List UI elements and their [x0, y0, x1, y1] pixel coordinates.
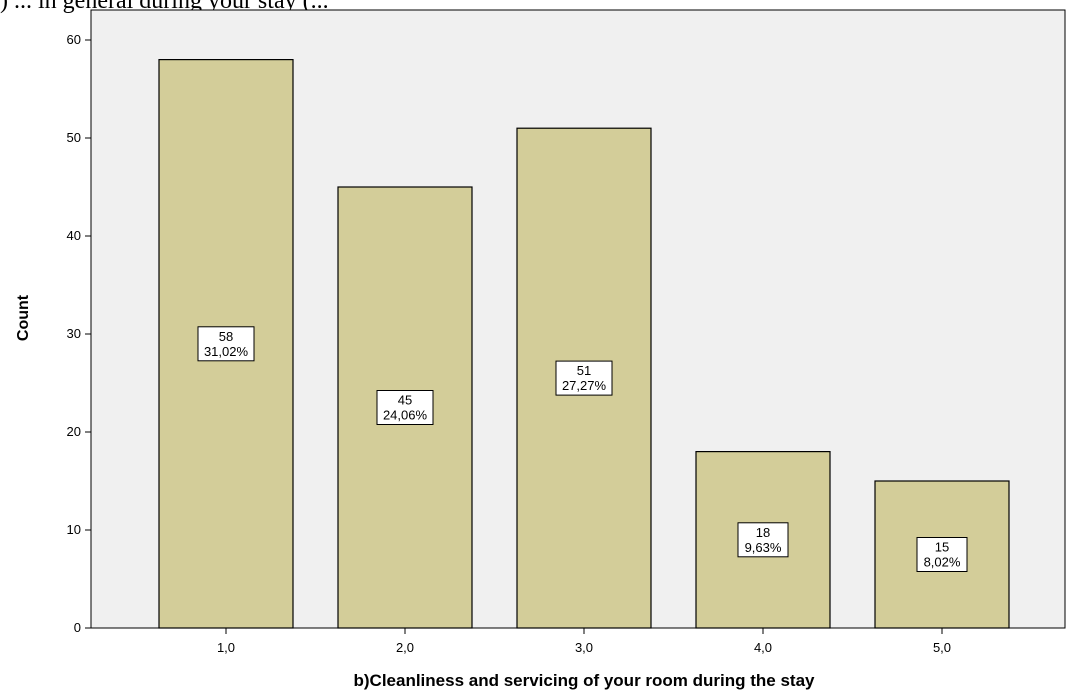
data-label-count: 18 [756, 525, 770, 540]
data-label: 189,63% [737, 522, 789, 558]
y-tick-label: 50 [67, 130, 81, 145]
data-label-box [197, 326, 255, 362]
data-label-box [916, 537, 968, 572]
x-tick-label: 5,0 [933, 640, 951, 655]
data-label-percent: 31,02% [204, 344, 249, 359]
y-tick-label: 40 [67, 228, 81, 243]
x-tick-label: 4,0 [754, 640, 772, 655]
data-label-percent: 27,27% [562, 378, 607, 393]
data-label-box [376, 390, 434, 425]
data-label-count: 58 [219, 329, 233, 344]
y-tick-label: 60 [67, 32, 81, 47]
data-label-box [555, 360, 613, 396]
x-axis-title: b)Cleanliness and servicing of your room… [354, 671, 816, 690]
data-label-count: 51 [577, 363, 591, 378]
y-axis: 0 10 20 30 40 50 60 [67, 32, 91, 635]
y-tick-label: 20 [67, 424, 81, 439]
y-tick-label: 10 [67, 522, 81, 537]
data-label: 158,02% [916, 537, 968, 572]
data-label-box [737, 522, 789, 558]
x-tick-label: 2,0 [396, 640, 414, 655]
data-label-count: 45 [398, 393, 412, 408]
y-axis-title: Count [15, 294, 32, 341]
x-tick-label: 3,0 [575, 640, 593, 655]
data-label-percent: 24,06% [383, 408, 428, 423]
data-label-percent: 8,02% [924, 555, 961, 570]
x-tick-label: 1,0 [217, 640, 235, 655]
data-label-count: 15 [935, 540, 949, 555]
y-tick-label: 30 [67, 326, 81, 341]
y-tick-label: 0 [74, 620, 81, 635]
data-label-percent: 9,63% [745, 540, 782, 555]
x-axis: 1,0 2,0 3,0 4,0 5,0 [217, 628, 951, 655]
